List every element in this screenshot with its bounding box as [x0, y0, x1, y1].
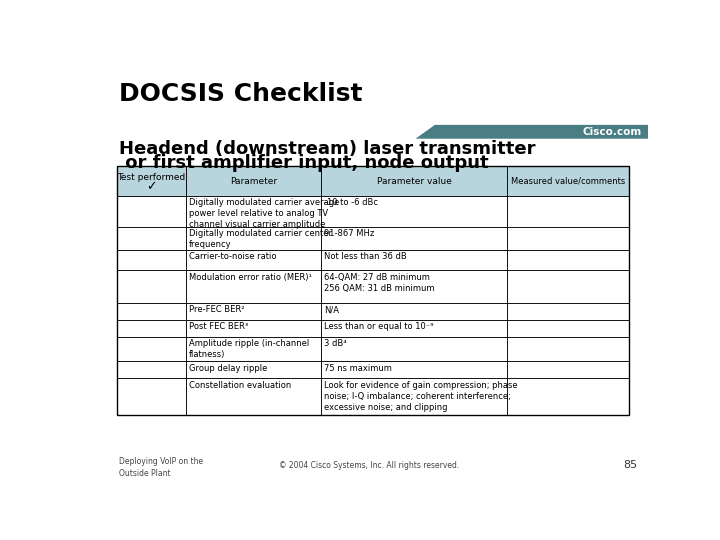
Bar — [507, 195, 629, 226]
Bar — [186, 361, 321, 378]
Bar — [186, 378, 321, 415]
Bar — [186, 336, 321, 361]
Bar — [117, 271, 186, 303]
Text: -10 to -6 dBc: -10 to -6 dBc — [324, 198, 378, 207]
Bar — [186, 249, 321, 271]
Bar — [507, 271, 629, 303]
Bar — [117, 195, 186, 226]
Bar — [321, 303, 507, 320]
Text: Look for evidence of gain compression; phase
noise; I-Q imbalance; coherent inte: Look for evidence of gain compression; p… — [324, 381, 518, 411]
Text: Parameter value: Parameter value — [377, 177, 451, 186]
Bar — [186, 226, 321, 249]
Bar — [321, 378, 507, 415]
Bar — [117, 249, 186, 271]
Bar — [117, 166, 629, 415]
Bar — [507, 378, 629, 415]
Bar — [186, 271, 321, 303]
Bar — [321, 226, 507, 249]
Text: Not less than 36 dB: Not less than 36 dB — [324, 252, 407, 261]
Text: 85: 85 — [623, 460, 637, 470]
Text: Constellation evaluation: Constellation evaluation — [189, 381, 292, 389]
Bar — [321, 195, 507, 226]
Text: Group delay ripple: Group delay ripple — [189, 363, 268, 373]
Text: Headend (downstream) laser transmitter: Headend (downstream) laser transmitter — [120, 140, 536, 158]
Bar — [117, 320, 186, 336]
Text: 91-867 MHz: 91-867 MHz — [324, 229, 374, 238]
Polygon shape — [415, 125, 648, 139]
Bar — [507, 303, 629, 320]
Text: 3 dB⁴: 3 dB⁴ — [324, 339, 347, 348]
Bar — [117, 378, 186, 415]
Bar — [321, 249, 507, 271]
Text: Measured value/comments: Measured value/comments — [510, 177, 625, 186]
Text: DOCSIS Checklist: DOCSIS Checklist — [120, 82, 363, 106]
Bar — [507, 320, 629, 336]
Text: or first amplifier input, node output: or first amplifier input, node output — [120, 154, 489, 172]
Bar — [117, 303, 186, 320]
Bar — [507, 166, 629, 195]
Bar — [507, 361, 629, 378]
Text: ✓: ✓ — [146, 180, 157, 193]
Text: Less than or equal to 10⁻⁹: Less than or equal to 10⁻⁹ — [324, 322, 433, 331]
Text: Carrier-to-noise ratio: Carrier-to-noise ratio — [189, 252, 276, 261]
Bar — [321, 166, 507, 195]
Text: Post FEC BER³: Post FEC BER³ — [189, 322, 248, 331]
Bar — [321, 320, 507, 336]
Text: © 2004 Cisco Systems, Inc. All rights reserved.: © 2004 Cisco Systems, Inc. All rights re… — [279, 461, 459, 470]
Text: Digitally modulated carrier average
power level relative to analog TV
channel vi: Digitally modulated carrier average powe… — [189, 198, 340, 229]
Text: Cisco.com: Cisco.com — [582, 127, 642, 137]
Text: 64-QAM: 27 dB minimum
256 QAM: 31 dB minimum: 64-QAM: 27 dB minimum 256 QAM: 31 dB min… — [324, 273, 435, 293]
Text: 75 ns maximum: 75 ns maximum — [324, 363, 392, 373]
Bar — [117, 361, 186, 378]
Bar — [321, 336, 507, 361]
Text: Test performed: Test performed — [117, 173, 186, 182]
Text: Amplitude ripple (in-channel
flatness): Amplitude ripple (in-channel flatness) — [189, 339, 310, 359]
Bar — [117, 226, 186, 249]
Bar — [321, 361, 507, 378]
Bar — [186, 195, 321, 226]
Bar — [321, 271, 507, 303]
Text: Digitally modulated carrier center
frequency: Digitally modulated carrier center frequ… — [189, 229, 332, 249]
Bar — [507, 249, 629, 271]
Text: Pre-FEC BER²: Pre-FEC BER² — [189, 305, 245, 314]
Bar — [507, 226, 629, 249]
Bar — [507, 336, 629, 361]
Bar — [186, 303, 321, 320]
Bar — [186, 320, 321, 336]
Bar — [117, 336, 186, 361]
Bar — [186, 166, 321, 195]
Text: Modulation error ratio (MER)¹: Modulation error ratio (MER)¹ — [189, 273, 312, 282]
Text: N/A: N/A — [324, 305, 339, 314]
Text: Deploying VoIP on the
Outside Plant: Deploying VoIP on the Outside Plant — [120, 457, 204, 478]
Text: Parameter: Parameter — [230, 177, 277, 186]
Bar — [117, 166, 186, 195]
